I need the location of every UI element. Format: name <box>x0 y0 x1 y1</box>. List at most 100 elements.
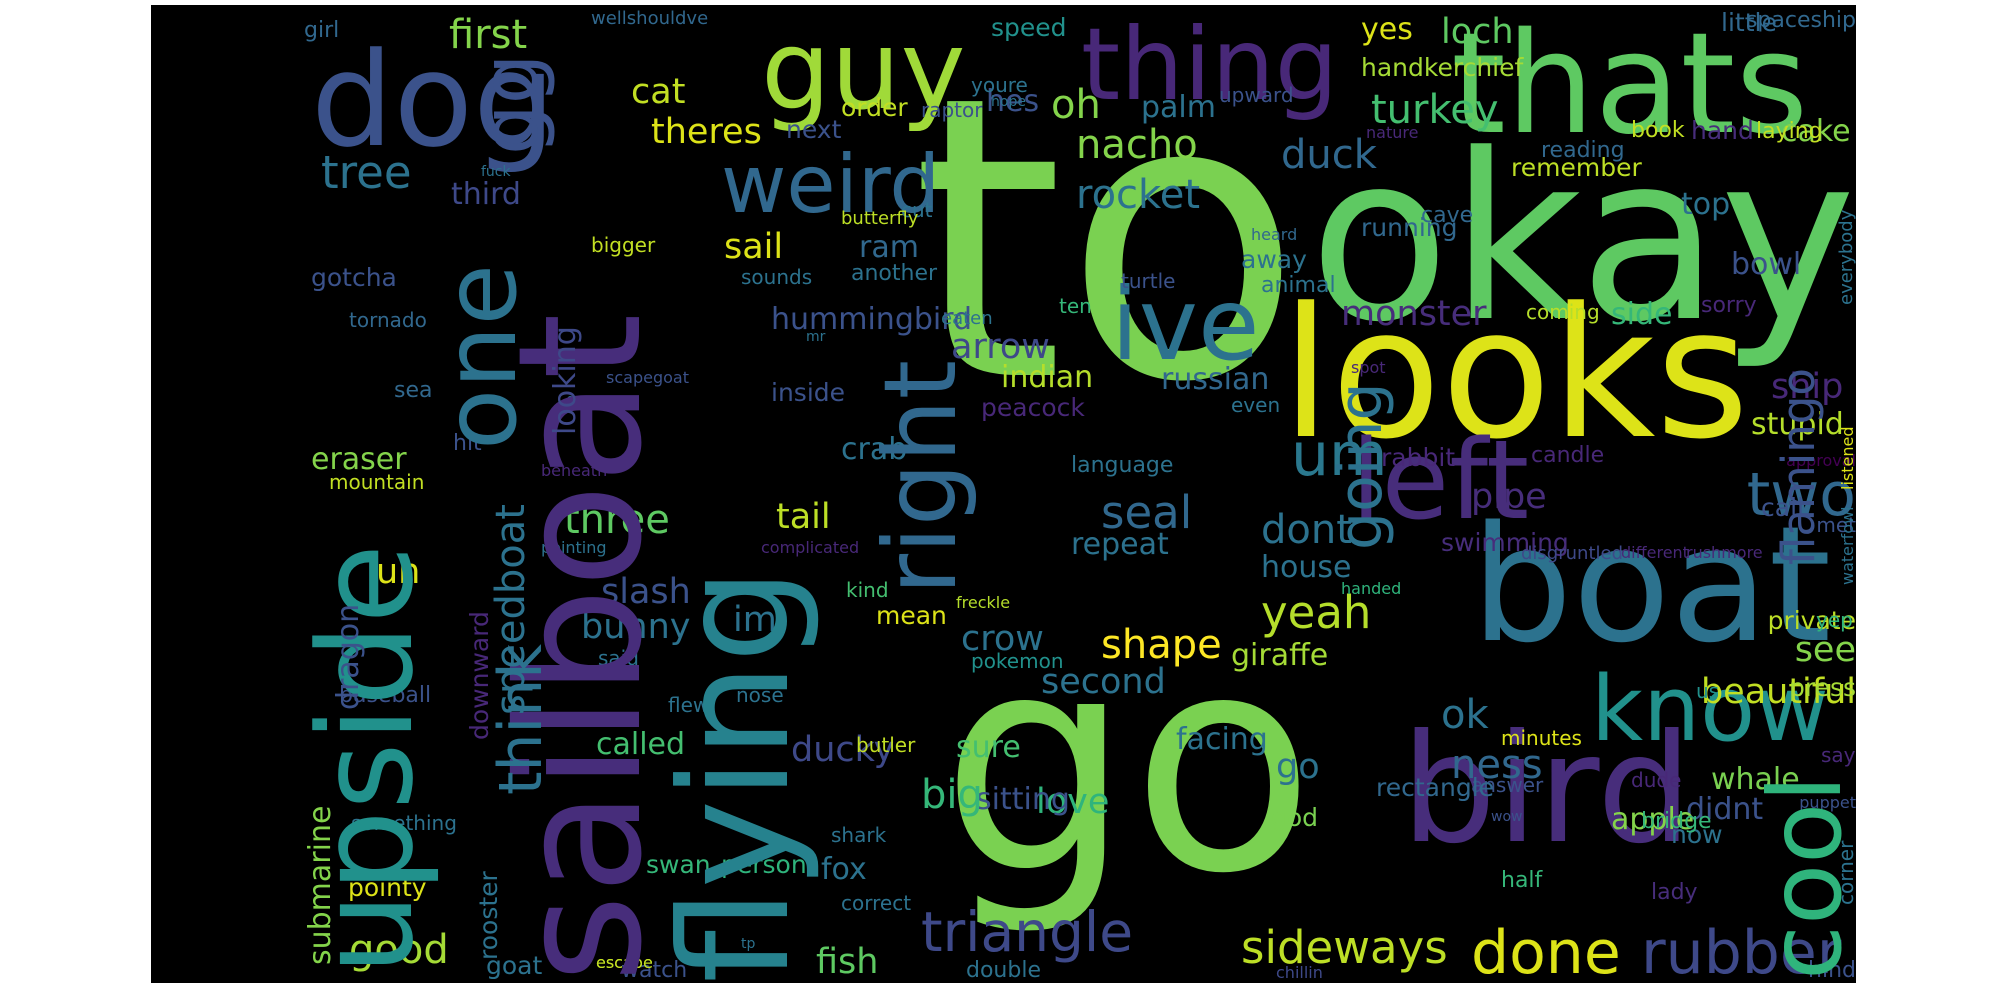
word-gotcha: gotcha <box>311 263 397 292</box>
word-cloud: to go okay looks thats boat bird left know guy thi… <box>151 5 1856 983</box>
word-dragon: dragon <box>331 603 366 710</box>
word-left: left <box>1351 416 1530 544</box>
word-listened: listened <box>1838 426 1856 490</box>
word-candle: candle <box>1531 443 1605 468</box>
word-fox: fox <box>821 852 867 887</box>
word-turkey: turkey <box>1371 87 1499 133</box>
word-fuck: fuck <box>481 164 511 180</box>
word-yes: yes <box>1361 12 1413 47</box>
word-cave: cave <box>1421 203 1474 228</box>
word-eaten: eaten <box>941 308 993 329</box>
word-loch: loch <box>1441 12 1514 52</box>
word-crab: crab <box>841 432 908 467</box>
word-thats: thats <box>1451 5 1809 166</box>
word-said: said <box>598 646 639 670</box>
word-beautiful: beautiful <box>1700 672 1856 712</box>
word-reading: reading <box>1541 138 1625 163</box>
word-shark: shark <box>831 823 887 847</box>
word-double: double <box>966 958 1041 983</box>
word-turtle: turtle <box>1121 269 1176 293</box>
word-pointy: pointy <box>348 873 427 902</box>
word-one: one <box>422 263 539 450</box>
word-repeat: repeat <box>1071 527 1169 562</box>
word-submarine: submarine <box>303 805 338 965</box>
word-butterfly: butterfly <box>841 208 919 229</box>
word-complicated: complicated <box>761 538 860 557</box>
word-sure: sure <box>956 730 1021 765</box>
word-mean: mean <box>876 601 947 630</box>
word-sounds: sounds <box>741 265 813 289</box>
word-tornado: tornado <box>349 308 427 332</box>
word-speedboat: speedboat <box>488 504 534 715</box>
word-upward: upward <box>1219 83 1294 107</box>
word-minutes: minutes <box>1501 726 1582 750</box>
word-beneath: beneath <box>541 461 608 480</box>
word-shape: shape <box>1101 622 1222 668</box>
word-looking: looking <box>548 326 583 435</box>
word-private: private <box>1767 606 1856 635</box>
word-yeah: yeah <box>1261 586 1372 639</box>
word-see: see <box>1794 630 1856 670</box>
word-wellshouldve: wellshouldve <box>591 8 709 29</box>
word-order: order <box>841 93 908 122</box>
word-freckle: freckle <box>956 593 1011 612</box>
word-baseball: baseball <box>339 683 432 708</box>
word-pointing: pointing <box>541 538 607 557</box>
word-rushmore: rushmore <box>1686 543 1763 562</box>
word-facing: facing <box>1176 722 1268 757</box>
word-sitting: sitting <box>976 782 1070 817</box>
word-okay: okay <box>1309 106 1856 373</box>
word-puppet: puppet <box>1799 793 1856 812</box>
word-mountain: mountain <box>329 470 425 494</box>
word-apple: apple <box>1611 802 1695 837</box>
word-approval: approval <box>1786 451 1856 470</box>
word-away: away <box>1241 245 1307 274</box>
word-good: good <box>349 927 449 973</box>
word-weird: weird <box>721 138 941 231</box>
word-hand: hand <box>1691 116 1754 145</box>
word-bridge: bridge <box>1641 809 1712 834</box>
word-god: god <box>1271 803 1319 832</box>
word-go: go <box>1276 747 1320 787</box>
word-another: another <box>851 261 938 286</box>
word-right: right <box>862 360 979 595</box>
word-nose: nose <box>736 683 784 707</box>
word-chillin: chillin <box>1276 963 1323 982</box>
word-palm: palm <box>1141 90 1216 125</box>
word-answer: answer <box>1471 773 1544 797</box>
word-mr: mr <box>806 329 826 345</box>
word-hes: hes <box>986 84 1040 119</box>
word-disgruntled: disgruntled <box>1521 543 1624 564</box>
word-animal: animal <box>1261 273 1336 298</box>
word-different: different <box>1621 543 1689 562</box>
word-half: half <box>1501 868 1543 893</box>
word-russian: russian <box>1161 362 1270 397</box>
word-waterfowl: waterfowl <box>1838 506 1856 585</box>
word-swimming: swimming <box>1441 528 1569 557</box>
word-hope: hope <box>991 94 1026 110</box>
word-yep: yep <box>1816 608 1853 632</box>
word-call: call <box>1761 493 1804 522</box>
word-running: running <box>1361 213 1458 242</box>
word-kind: kind <box>846 578 889 602</box>
word-know: know <box>1591 657 1829 762</box>
word-cut: cut <box>901 198 933 222</box>
word-handed: handed <box>1341 579 1402 598</box>
word-didnt: didnt <box>1686 792 1764 827</box>
word-done: done <box>1471 918 1621 983</box>
word-inside: inside <box>771 378 846 407</box>
word-bigger: bigger <box>591 233 656 257</box>
word-nacho: nacho <box>1076 122 1198 168</box>
word-side: side <box>1611 297 1673 332</box>
word-stupid: stupid <box>1751 407 1844 442</box>
word-pipe: pipe <box>1471 477 1547 517</box>
word-ok: ok <box>1441 692 1489 738</box>
word-goat: goat <box>486 951 543 980</box>
word-ive: ive <box>1111 266 1260 383</box>
word-indian: indian <box>1001 360 1094 395</box>
word-youre: youre <box>971 73 1028 97</box>
word-lady: lady <box>1651 880 1698 905</box>
word-bunny: bunny <box>581 607 691 647</box>
word-rabbit: rabbit <box>1381 443 1456 472</box>
word-ness: ness <box>1451 742 1543 788</box>
